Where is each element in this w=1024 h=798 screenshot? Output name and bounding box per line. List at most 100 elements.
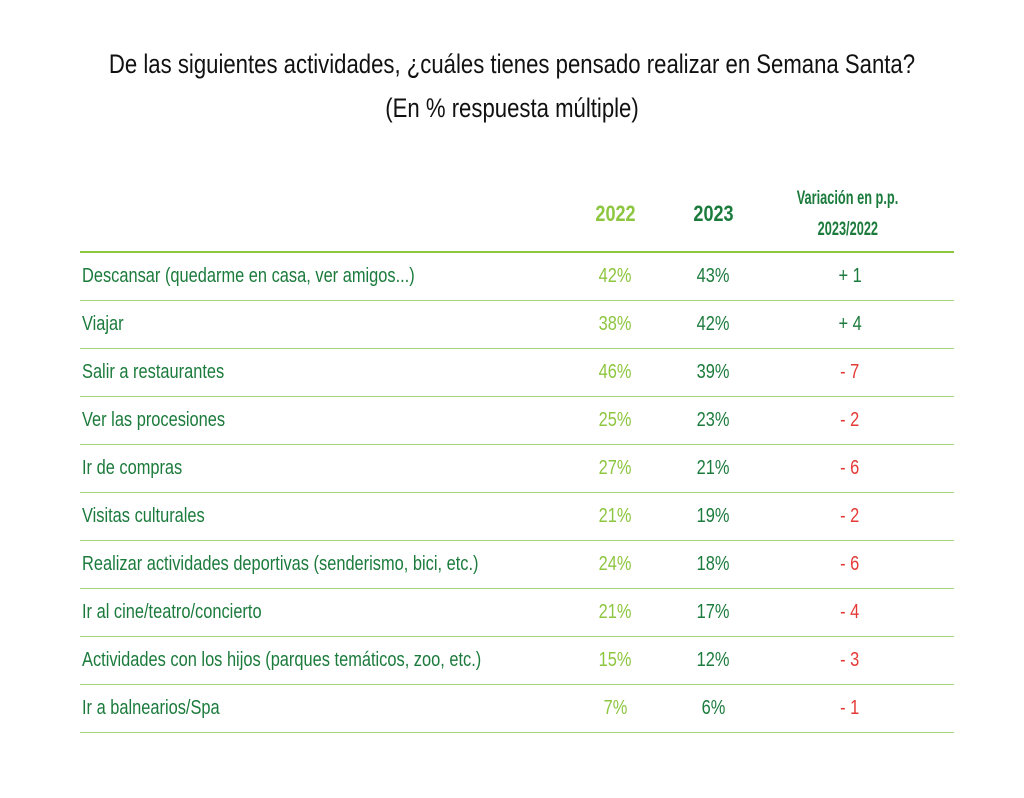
value-2022: 21% [598, 601, 632, 623]
table-row: Descansar (quedarme en casa, ver amigos.… [80, 253, 954, 301]
header-2022-label: 2022 [594, 201, 636, 226]
row-label: Ver las procesiones [82, 409, 226, 431]
value-2022: 27% [598, 457, 632, 479]
value-2022-cell: 24% [575, 541, 655, 588]
value-variation: - 2 [840, 409, 860, 431]
row-label: Visitas culturales [82, 505, 205, 527]
row-label: Ir a balnearios/Spa [82, 697, 220, 719]
value-2023-cell: 23% [673, 397, 753, 444]
value-2023: 42% [696, 313, 730, 335]
header-variation-label: Variación en p.p. 2023/2022 [785, 183, 909, 245]
header-variation-line1: Variación en p.p. [796, 188, 898, 209]
value-2023-cell: 6% [673, 685, 753, 732]
value-2022-cell: 21% [575, 589, 655, 636]
value-2023-cell: 19% [673, 493, 753, 540]
value-2023: 18% [696, 553, 730, 575]
value-2023: 43% [696, 265, 730, 287]
table-row: Salir a restaurantes 46% 39% - 7 [80, 349, 954, 397]
row-label-cell: Ir a balnearios/Spa [82, 685, 250, 732]
header-2022: 2022 [575, 180, 655, 248]
row-label: Salir a restaurantes [82, 361, 225, 383]
row-label-cell: Ir al cine/teatro/concierto [82, 589, 301, 636]
row-label-cell: Ver las procesiones [82, 397, 257, 444]
table-row: Ver las procesiones 25% 23% - 2 [80, 397, 954, 445]
value-variation: + 1 [838, 265, 862, 287]
value-2022-cell: 46% [575, 349, 655, 396]
value-2022: 15% [598, 649, 632, 671]
header-2023: 2023 [673, 180, 753, 248]
value-2023-cell: 17% [673, 589, 753, 636]
row-label: Ir al cine/teatro/concierto [82, 601, 262, 623]
value-2023-cell: 39% [673, 349, 753, 396]
table-row: Viajar 38% 42% + 4 [80, 301, 954, 349]
value-2022: 24% [598, 553, 632, 575]
value-2023-cell: 12% [673, 637, 753, 684]
value-2022: 21% [598, 505, 632, 527]
value-variation: - 2 [840, 505, 860, 527]
row-label-cell: Ir de compras [82, 445, 204, 492]
row-label: Viajar [82, 313, 124, 335]
table-row: Ir al cine/teatro/concierto 21% 17% - 4 [80, 589, 954, 637]
value-2022-cell: 38% [575, 301, 655, 348]
value-variation-cell: + 4 [755, 301, 945, 348]
row-label-cell: Realizar actividades deportivas (senderi… [82, 541, 566, 588]
value-2022: 46% [598, 361, 632, 383]
table-row: Ir a balnearios/Spa 7% 6% - 1 [80, 685, 954, 733]
value-variation: - 3 [840, 649, 860, 671]
value-variation: - 7 [840, 361, 860, 383]
value-2022: 7% [603, 697, 627, 719]
value-2023: 39% [696, 361, 730, 383]
value-variation-cell: - 6 [755, 445, 945, 492]
value-2023: 19% [696, 505, 730, 527]
row-label: Realizar actividades deportivas (senderi… [82, 553, 479, 575]
header-divider [80, 251, 954, 253]
value-2022-cell: 21% [575, 493, 655, 540]
table-row: Visitas culturales 21% 19% - 2 [80, 493, 954, 541]
value-variation-cell: - 4 [755, 589, 945, 636]
value-variation-cell: - 2 [755, 397, 945, 444]
value-2022: 25% [598, 409, 632, 431]
value-variation-cell: + 1 [755, 253, 945, 300]
value-variation-cell: - 2 [755, 493, 945, 540]
value-2022: 38% [598, 313, 632, 335]
value-variation: - 6 [840, 553, 860, 575]
row-label-cell: Salir a restaurantes [82, 349, 255, 396]
value-variation: - 4 [840, 601, 860, 623]
value-variation-cell: - 6 [755, 541, 945, 588]
row-label-cell: Visitas culturales [82, 493, 232, 540]
value-2022-cell: 27% [575, 445, 655, 492]
header-2023-label: 2023 [692, 201, 734, 226]
row-label-cell: Actividades con los hijos (parques temát… [82, 637, 569, 684]
value-2022-cell: 7% [575, 685, 655, 732]
value-2022-cell: 25% [575, 397, 655, 444]
value-2023-cell: 43% [673, 253, 753, 300]
value-2023-cell: 21% [673, 445, 753, 492]
row-label: Ir de compras [82, 457, 183, 479]
value-2023: 21% [696, 457, 730, 479]
chart-title-line2: (En % respuesta múltiple) [385, 93, 639, 123]
value-variation-cell: - 3 [755, 637, 945, 684]
table-row: Actividades con los hijos (parques temát… [80, 637, 954, 685]
value-variation-cell: - 1 [755, 685, 945, 732]
row-label-cell: Viajar [82, 301, 133, 348]
row-label: Actividades con los hijos (parques temát… [82, 649, 482, 671]
value-2023-cell: 42% [673, 301, 753, 348]
table-row: Ir de compras 27% 21% - 6 [80, 445, 954, 493]
value-2023: 23% [696, 409, 730, 431]
table-row: Realizar actividades deportivas (senderi… [80, 541, 954, 589]
header-variation-line2: 2023/2022 [816, 219, 878, 240]
value-2023-cell: 18% [673, 541, 753, 588]
row-label: Descansar (quedarme en casa, ver amigos.… [82, 265, 415, 287]
value-variation: - 1 [840, 697, 860, 719]
chart-title-line1: De las siguientes actividades, ¿cuáles t… [108, 49, 916, 79]
value-2023: 6% [701, 697, 725, 719]
value-variation: - 6 [840, 457, 860, 479]
value-variation-cell: - 7 [755, 349, 945, 396]
value-2022-cell: 42% [575, 253, 655, 300]
value-variation: + 4 [838, 313, 862, 335]
value-2022: 42% [598, 265, 632, 287]
value-2023: 17% [696, 601, 730, 623]
value-2022-cell: 15% [575, 637, 655, 684]
value-2023: 12% [696, 649, 730, 671]
header-variation: Variación en p.p. 2023/2022 [752, 180, 942, 248]
